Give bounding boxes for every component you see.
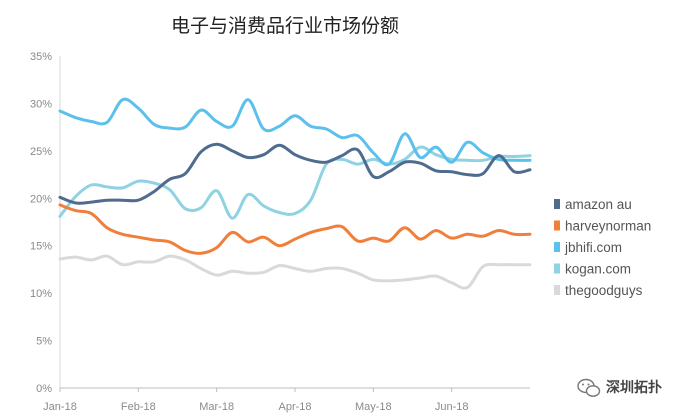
legend-label: thegoodguys (565, 283, 643, 298)
x-tick-label: Jan-18 (43, 401, 77, 413)
legend: amazon au harveynorman jbhifi.com kogan.com… (554, 197, 651, 298)
y-axis: 0% 5% 10% 15% 20% 25% 30% 35% (30, 51, 61, 395)
legend-label: harveynorman (565, 219, 651, 234)
x-tick-label: Jun-18 (435, 401, 469, 413)
wechat-icon (577, 378, 601, 397)
series-line-jbhifi-com (58, 97, 532, 167)
x-tick-label: Apr-18 (278, 401, 311, 413)
x-tick-label: Feb-18 (121, 401, 156, 413)
legend-item: kogan.com (554, 262, 631, 277)
y-tick-label: 30% (30, 98, 52, 110)
legend-item: amazon au (554, 197, 632, 212)
y-tick-label: 35% (30, 51, 52, 63)
legend-label: jbhifi.com (564, 240, 622, 255)
y-tick-label: 15% (30, 241, 52, 253)
legend-item: thegoodguys (554, 283, 643, 298)
watermark: 深圳拓扑 (577, 378, 662, 397)
x-axis: Jan-18 Feb-18 Mar-18 Apr-18 May-18 Jun-18 (43, 387, 530, 413)
series-line-harveynorman (58, 203, 532, 255)
x-tick-label: May-18 (355, 401, 392, 413)
y-tick-label: 10% (30, 288, 52, 300)
legend-item: jbhifi.com (554, 240, 622, 255)
x-tick-label: Mar-18 (199, 401, 234, 413)
legend-swatch (554, 285, 560, 295)
series-line-thegoodguys (58, 254, 532, 290)
series-group (58, 97, 532, 290)
y-tick-label: 25% (30, 146, 52, 158)
legend-item: harveynorman (554, 219, 651, 234)
series-line-kogan-com (58, 145, 532, 220)
legend-swatch (554, 220, 560, 231)
legend-swatch (554, 263, 560, 274)
watermark-text: 深圳拓扑 (606, 379, 662, 396)
legend-label: amazon au (565, 197, 632, 212)
y-tick-label: 0% (36, 383, 52, 395)
y-tick-label: 5% (36, 336, 52, 348)
legend-label: kogan.com (565, 262, 631, 277)
y-tick-label: 20% (30, 193, 52, 205)
legend-swatch (554, 242, 560, 252)
chart-title: 电子与消费品行业市场份额 (171, 15, 399, 37)
legend-swatch (554, 199, 560, 209)
series-line-amazon-au (58, 142, 532, 205)
